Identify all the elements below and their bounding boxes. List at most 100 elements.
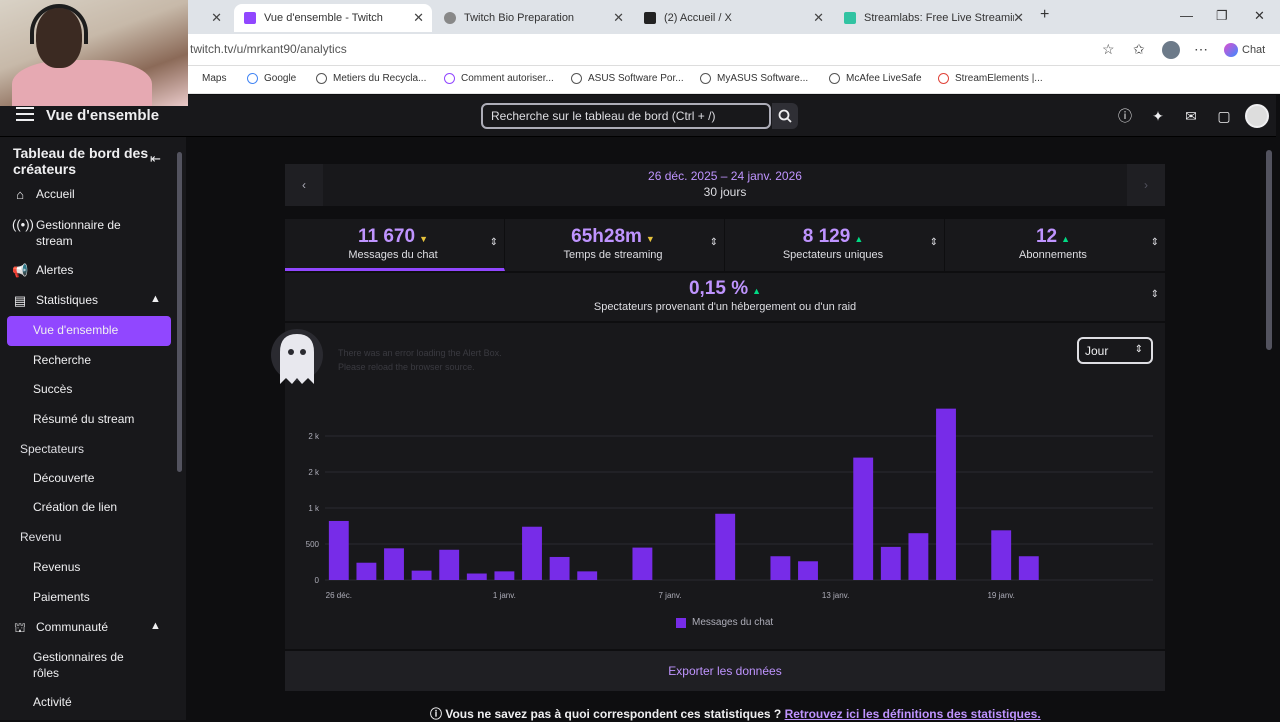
- export-data-button[interactable]: Exporter les données: [285, 651, 1165, 691]
- stat-card-streaming-time[interactable]: 65h28m ▼ Temps de streaming ⇕: [505, 219, 725, 271]
- sort-icon[interactable]: ⇕: [929, 237, 938, 248]
- stat-card-host-raid-viewers[interactable]: 0,15 % ▲ Spectateurs provenant d'un héber…: [285, 273, 1165, 321]
- url-field[interactable]: twitch.tv/u/mrkant90/analytics: [190, 42, 347, 56]
- bar-19 janv.[interactable]: [991, 530, 1012, 580]
- collapse-sidebar-icon[interactable]: ⇤: [150, 151, 161, 166]
- bar-3 janv.[interactable]: [549, 556, 570, 580]
- chevron-up-icon[interactable]: ▲: [150, 293, 161, 305]
- bar-14 janv.[interactable]: [853, 457, 874, 580]
- bar-31 déc.[interactable]: [466, 573, 487, 580]
- bookmark-google[interactable]: Google: [247, 73, 296, 84]
- sort-icon[interactable]: ⇕: [489, 237, 498, 248]
- tab-x-accueil[interactable]: (2) Accueil / X ✕: [634, 4, 832, 32]
- bookmark-streamelements[interactable]: StreamElements |...: [938, 73, 1043, 84]
- more-icon[interactable]: ⋯: [1194, 41, 1208, 57]
- prev-period-button[interactable]: ‹: [285, 164, 323, 206]
- sidebar-item-statistiques[interactable]: ▤ Statistiques: [13, 293, 99, 308]
- bar-16 janv.[interactable]: [908, 533, 929, 580]
- bar-28 déc.[interactable]: [384, 548, 404, 580]
- minimize-icon[interactable]: —: [1180, 8, 1193, 23]
- stats-definitions-link[interactable]: Retrouvez ici les définitions des statis…: [784, 707, 1041, 721]
- bar-9 janv.[interactable]: [715, 513, 736, 580]
- copilot-icon: [1224, 43, 1238, 57]
- close-icon[interactable]: ✕: [1013, 10, 1024, 25]
- tab-close-webcam[interactable]: ✕: [211, 10, 222, 25]
- streamlabs-icon: [844, 12, 856, 24]
- sidebar-item-succes[interactable]: Succès: [33, 382, 73, 396]
- bookmarks-bar: Maps Google Metiers du Recycla... Commen…: [0, 66, 1280, 94]
- sidebar-scrollbar[interactable]: [177, 152, 182, 472]
- bar-2 janv.[interactable]: [522, 526, 542, 580]
- streamelements-icon: [938, 73, 949, 84]
- sidebar-item-resume[interactable]: Résumé du stream: [33, 412, 135, 426]
- close-window-icon[interactable]: ✕: [1254, 8, 1265, 23]
- sidebar-item-communaute[interactable]: ⛫ Communauté: [12, 620, 108, 636]
- bar-27 déc.[interactable]: [356, 562, 377, 580]
- bookmark-comment[interactable]: Comment autoriser...: [444, 73, 554, 84]
- bar-20 janv.[interactable]: [1018, 556, 1039, 580]
- help-icon[interactable]: ⓘ: [1118, 108, 1132, 124]
- sidebar-item-vue-ensemble[interactable]: Vue d'ensemble: [33, 323, 119, 337]
- bar-30 déc.[interactable]: [439, 549, 460, 580]
- chevron-up-icon[interactable]: ▲: [150, 620, 161, 632]
- new-tab-button[interactable]: +: [1040, 6, 1050, 23]
- bar-1 janv.[interactable]: [494, 571, 515, 580]
- sort-icon[interactable]: ⇕: [1150, 237, 1159, 248]
- sidebar-item-decouverte[interactable]: Découverte: [33, 471, 95, 485]
- sidebar-item-roles[interactable]: Gestionnaires de rôles: [33, 650, 124, 680]
- search-input[interactable]: Recherche sur le tableau de bord (Ctrl +…: [481, 103, 771, 129]
- bar-6 janv.[interactable]: [632, 547, 653, 580]
- tab-bio-preparation[interactable]: Twitch Bio Preparation ✕: [434, 4, 632, 32]
- bar-17 janv.[interactable]: [936, 408, 956, 580]
- restore-icon[interactable]: ❐: [1216, 8, 1228, 23]
- sidebar-item-paiements[interactable]: Paiements: [33, 590, 90, 604]
- globe-icon: [571, 73, 582, 84]
- sort-icon[interactable]: ⇕: [1150, 289, 1159, 300]
- bookmark-metiers[interactable]: Metiers du Recycla...: [316, 73, 426, 84]
- close-icon[interactable]: ✕: [413, 10, 424, 25]
- period-select[interactable]: Jour ⇕: [1077, 337, 1153, 364]
- menu-icon[interactable]: [16, 107, 34, 123]
- avatar[interactable]: [1245, 104, 1269, 128]
- bar-26 déc.[interactable]: [328, 520, 349, 580]
- copilot-chat-button[interactable]: Chat: [1224, 43, 1265, 57]
- close-icon[interactable]: ✕: [613, 10, 624, 25]
- stat-card-chat-messages[interactable]: 11 670 ▼ Messages du chat ⇕: [285, 219, 505, 271]
- search-button[interactable]: [772, 103, 798, 129]
- page-scrollbar[interactable]: [1266, 150, 1272, 350]
- bar-12 janv.[interactable]: [798, 561, 818, 580]
- sidebar-item-revenus[interactable]: Revenus: [33, 560, 81, 574]
- bar-15 janv.[interactable]: [880, 546, 901, 580]
- sidebar-item-accueil[interactable]: ⌂ Accueil: [12, 187, 75, 203]
- profile-icon[interactable]: [1162, 41, 1180, 59]
- bar-11 janv.[interactable]: [770, 556, 791, 580]
- home-icon: ⌂: [16, 187, 24, 202]
- tab-twitch-analytics[interactable]: Vue d'ensemble - Twitch ✕: [234, 4, 432, 32]
- magic-icon[interactable]: ✦: [1152, 108, 1164, 124]
- bookmark-maps[interactable]: Maps: [202, 73, 227, 84]
- sidebar-item-gestionnaire[interactable]: ((•)) Gestionnaire de stream: [12, 217, 121, 248]
- inbox-icon[interactable]: ✉: [1185, 108, 1197, 124]
- trend-down-icon: ▼: [645, 234, 655, 244]
- tab-streamlabs[interactable]: Streamlabs: Free Live Streaming & ✕: [834, 4, 1032, 32]
- bookmark-myasus[interactable]: MyASUS Software...: [700, 73, 808, 84]
- bookmark-mcafee[interactable]: McAfee LiveSafe: [829, 73, 922, 84]
- bar-29 déc.[interactable]: [411, 570, 432, 580]
- sidebar-item-alertes[interactable]: 📢 Alertes: [12, 263, 74, 278]
- sort-icon[interactable]: ⇕: [709, 237, 718, 248]
- star-icon[interactable]: ☆: [1102, 41, 1115, 57]
- whispers-icon[interactable]: ▢: [1217, 108, 1231, 124]
- megaphone-icon: 📢: [12, 263, 29, 278]
- next-period-button[interactable]: ›: [1127, 164, 1165, 206]
- sidebar-item-activite[interactable]: Activité: [33, 695, 72, 709]
- sidebar-item-creation-lien[interactable]: Création de lien: [33, 500, 118, 514]
- stat-card-unique-viewers[interactable]: 8 129 ▲ Spectateurs uniques ⇕: [725, 219, 945, 271]
- sidebar-item-recherche[interactable]: Recherche: [33, 353, 92, 367]
- close-icon[interactable]: ✕: [813, 10, 824, 25]
- stat-value: 65h28m: [571, 226, 642, 247]
- sidebar-section-spectateurs: Spectateurs: [20, 442, 85, 456]
- favorites-icon[interactable]: ✩: [1133, 41, 1145, 57]
- bookmark-asus-software[interactable]: ASUS Software Por...: [571, 73, 684, 84]
- stat-card-subscriptions[interactable]: 12 ▲ Abonnements ⇕: [945, 219, 1165, 271]
- bar-4 janv.[interactable]: [577, 571, 598, 580]
